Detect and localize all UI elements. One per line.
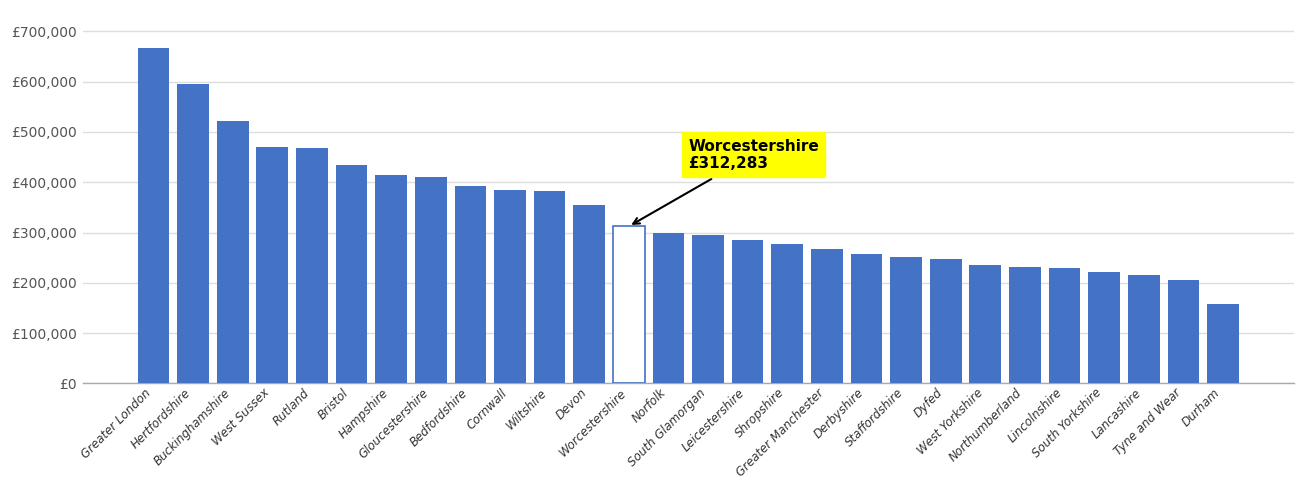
Bar — [652, 233, 684, 384]
Bar — [692, 235, 724, 384]
Bar — [1049, 268, 1081, 384]
Bar — [257, 147, 288, 384]
Bar — [1009, 267, 1041, 384]
Bar — [890, 257, 921, 384]
Bar — [495, 190, 526, 384]
Bar — [454, 186, 487, 384]
Bar — [810, 248, 843, 384]
Bar — [573, 205, 606, 384]
Bar — [732, 240, 763, 384]
Bar — [1207, 304, 1238, 384]
Bar — [376, 174, 407, 384]
Bar — [771, 244, 803, 384]
Bar — [851, 254, 882, 384]
Bar — [1088, 272, 1120, 384]
Bar — [137, 48, 170, 384]
Bar — [930, 259, 962, 384]
Bar — [970, 265, 1001, 384]
Bar — [296, 148, 328, 384]
Bar — [534, 191, 565, 384]
Bar — [177, 84, 209, 384]
Bar — [335, 165, 367, 384]
Bar — [415, 177, 446, 384]
Bar — [1168, 280, 1199, 384]
Text: Worcestershire
£312,283: Worcestershire £312,283 — [633, 139, 820, 224]
Bar — [217, 121, 248, 384]
Bar — [1128, 275, 1160, 384]
Bar — [613, 226, 645, 384]
